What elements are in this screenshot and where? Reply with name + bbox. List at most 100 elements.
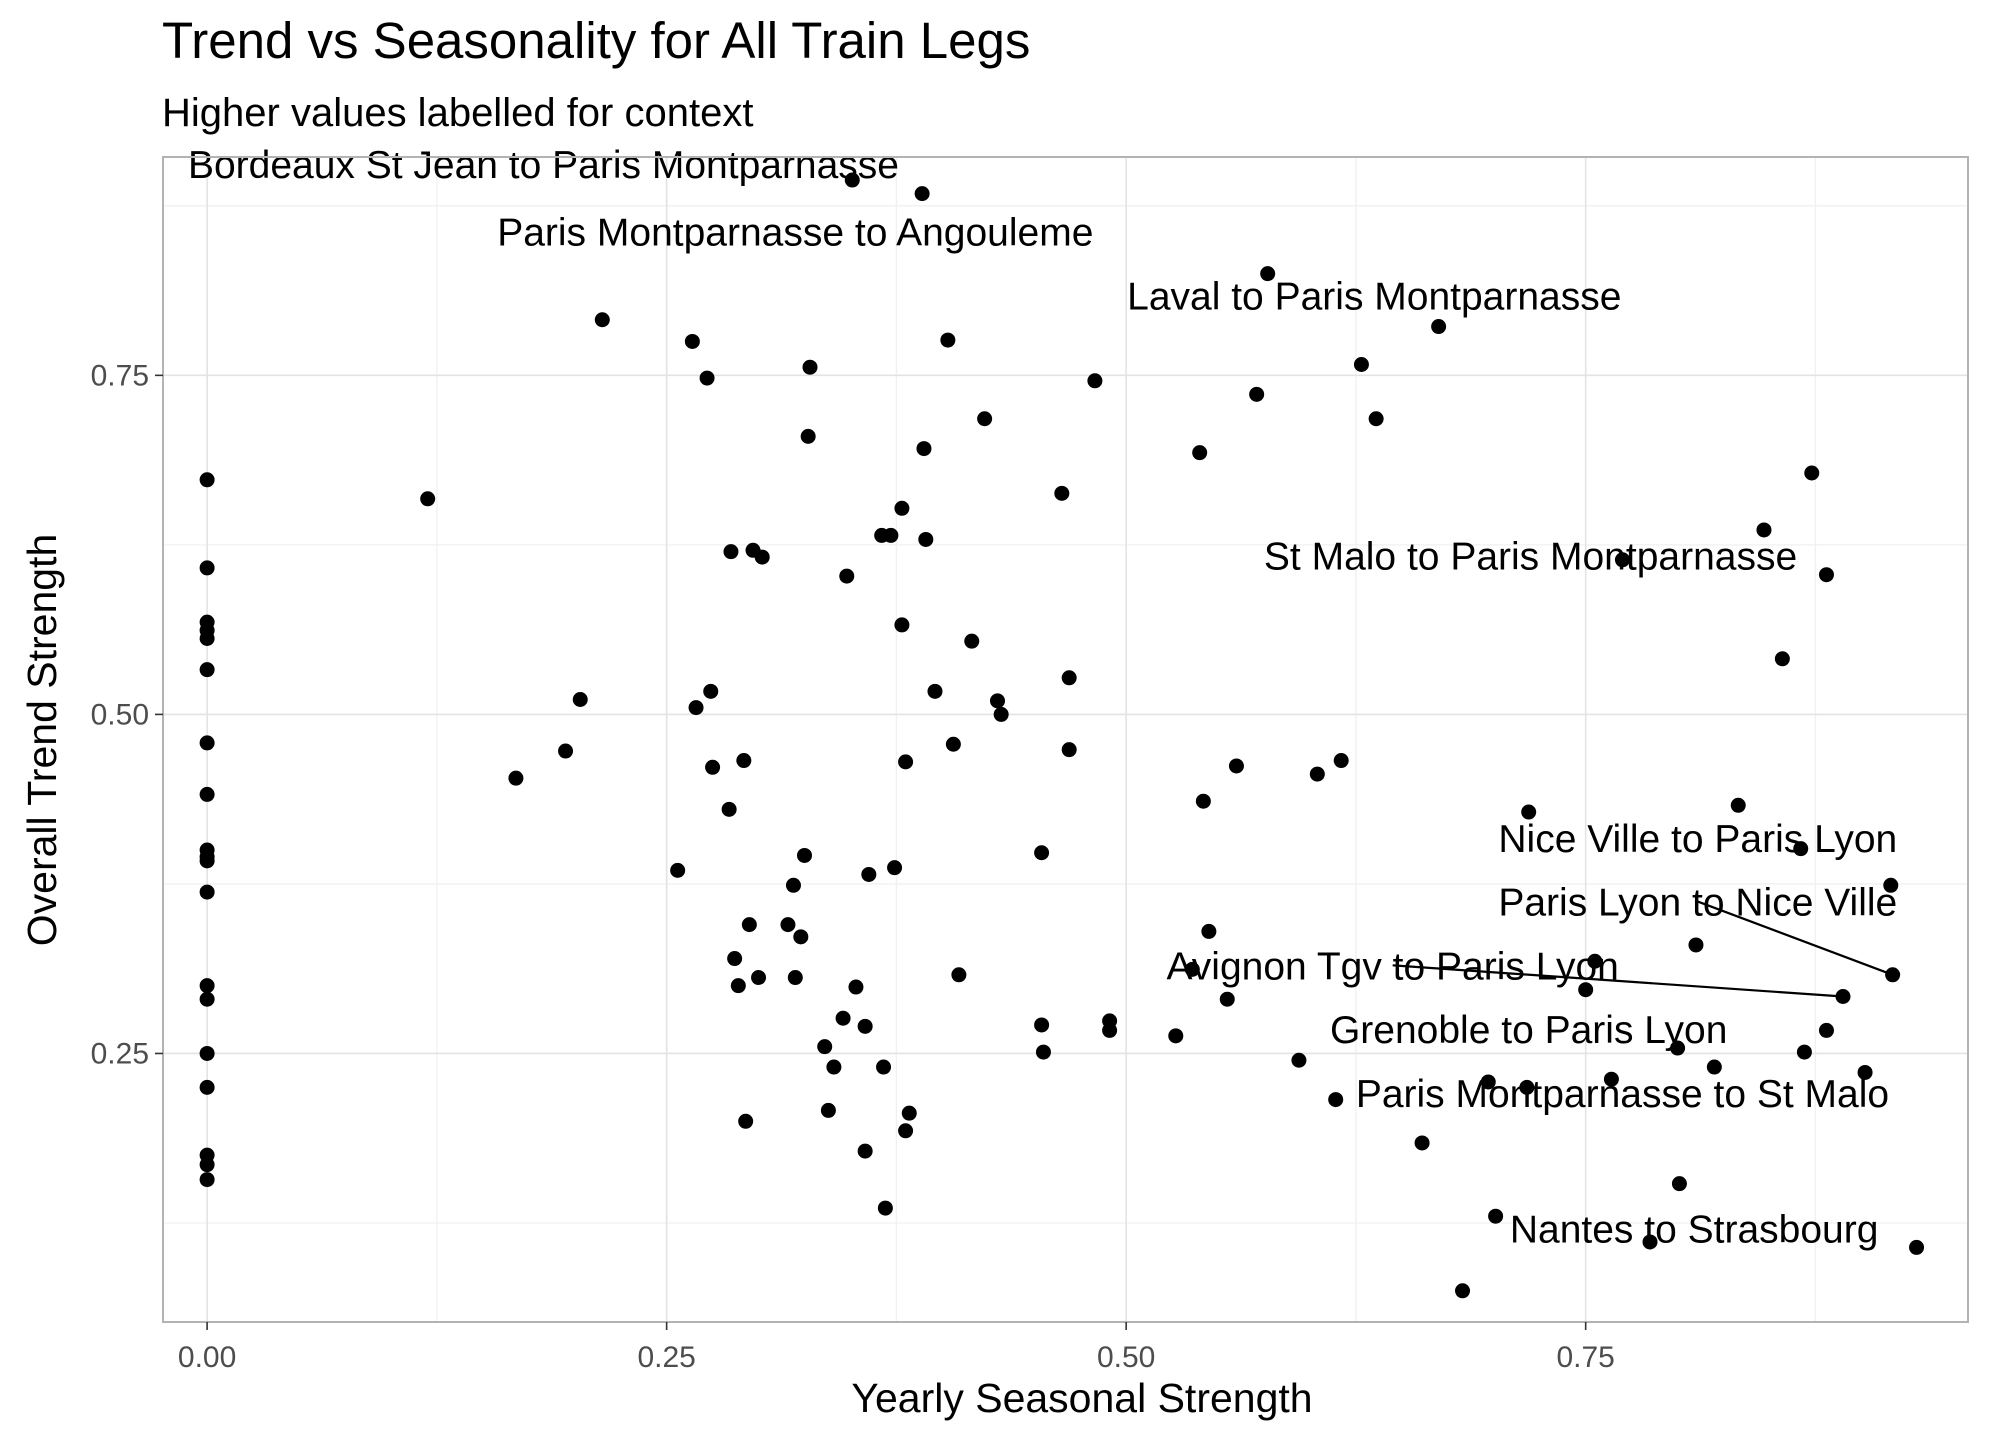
y-axis-title: Overall Trend Strength	[19, 534, 65, 946]
data-point	[721, 801, 737, 817]
data-point	[1414, 1135, 1430, 1151]
data-point	[1328, 1092, 1344, 1108]
data-point	[835, 1010, 851, 1026]
data-point	[1883, 877, 1899, 893]
data-point	[857, 1143, 873, 1159]
data-point	[199, 978, 215, 994]
data-point	[1455, 1283, 1471, 1299]
data-point	[916, 441, 932, 457]
data-point	[572, 691, 588, 707]
data-point	[1034, 1017, 1050, 1033]
data-point	[876, 1059, 892, 1075]
data-point	[741, 917, 757, 933]
point-label: St Malo to Paris Montparnasse	[1264, 536, 1797, 579]
data-points	[199, 172, 1925, 1299]
point-label: Laval to Paris Montparnasse	[1127, 275, 1621, 318]
panel-border	[162, 156, 1969, 1323]
data-point	[1818, 1022, 1834, 1038]
data-point	[951, 967, 967, 983]
data-point	[1706, 1059, 1722, 1075]
data-point	[1587, 953, 1603, 969]
data-point	[787, 970, 803, 986]
point-label: Nice Ville to Paris Lyon	[1498, 818, 1897, 861]
data-point	[1774, 651, 1790, 667]
data-point	[199, 1172, 215, 1188]
grid-minor	[163, 157, 1968, 1322]
data-point	[1333, 753, 1349, 769]
data-point	[1730, 797, 1746, 813]
data-point	[199, 991, 215, 1007]
data-point	[199, 560, 215, 576]
data-point	[670, 862, 686, 878]
data-point	[894, 617, 910, 633]
data-point	[918, 531, 934, 547]
data-point	[857, 1018, 873, 1034]
data-point	[802, 359, 818, 375]
data-point	[1488, 1208, 1504, 1224]
data-point	[1219, 991, 1235, 1007]
data-point	[1228, 758, 1244, 774]
data-point	[989, 693, 1005, 709]
plot-panel	[163, 157, 1968, 1322]
data-point	[914, 186, 930, 202]
data-point	[844, 172, 860, 188]
data-point	[199, 662, 215, 678]
data-point	[883, 527, 899, 543]
data-point	[705, 759, 721, 775]
data-point	[1102, 1022, 1118, 1038]
data-point	[993, 706, 1009, 722]
data-point	[1885, 967, 1901, 983]
data-point	[1087, 373, 1103, 389]
data-point	[1614, 552, 1630, 568]
data-point	[199, 1157, 215, 1173]
data-point	[1184, 961, 1200, 977]
data-point	[1603, 1071, 1619, 1087]
data-point	[199, 853, 215, 869]
data-point	[898, 1123, 914, 1139]
data-point	[898, 754, 914, 770]
data-point	[945, 736, 961, 752]
data-point	[1054, 485, 1070, 501]
data-point	[887, 860, 903, 876]
data-point	[1670, 1040, 1686, 1056]
data-point	[927, 683, 943, 699]
point-label: Avignon Tgv to Paris Lyon	[1166, 945, 1618, 988]
data-point	[940, 332, 956, 348]
data-point	[780, 917, 796, 933]
data-point	[699, 370, 715, 386]
data-point	[1480, 1074, 1496, 1090]
data-point	[826, 1059, 842, 1075]
chart-subtitle: Higher values labelled for context	[162, 91, 753, 135]
point-labels: Bordeaux St Jean to Paris Montparnasse Pa…	[188, 144, 1897, 1252]
data-point	[820, 1102, 836, 1118]
data-point	[1260, 266, 1276, 282]
data-point	[964, 633, 980, 649]
data-point	[1353, 357, 1369, 373]
data-point	[1309, 766, 1325, 782]
data-point	[1756, 522, 1772, 538]
data-point	[1793, 841, 1809, 857]
y-tick-label: 0.50	[91, 698, 149, 731]
data-point	[703, 683, 719, 699]
x-tick-label: 0.25	[637, 1341, 695, 1374]
data-point	[1642, 1234, 1658, 1250]
point-label: Paris Montparnasse to Angouleme	[497, 212, 1093, 255]
data-point	[420, 491, 436, 507]
data-point	[684, 333, 700, 349]
data-point	[1195, 793, 1211, 809]
data-point	[723, 544, 739, 560]
data-point	[754, 549, 770, 565]
x-axis-title: Yearly Seasonal Strength	[851, 1375, 1312, 1421]
point-label: Paris Montparnasse to St Malo	[1356, 1073, 1889, 1116]
data-point	[1578, 982, 1594, 998]
data-point	[1796, 1044, 1812, 1060]
data-point	[199, 472, 215, 488]
y-axis-ticks: 0.25 0.50 0.75	[91, 359, 163, 1070]
data-point	[848, 979, 864, 995]
chart-title: Trend vs Seasonality for All Train Legs	[162, 12, 1030, 69]
data-point	[594, 312, 610, 328]
point-label: Nantes to Strasbourg	[1510, 1208, 1879, 1251]
data-point	[199, 786, 215, 802]
label-leader-line	[1697, 900, 1894, 976]
